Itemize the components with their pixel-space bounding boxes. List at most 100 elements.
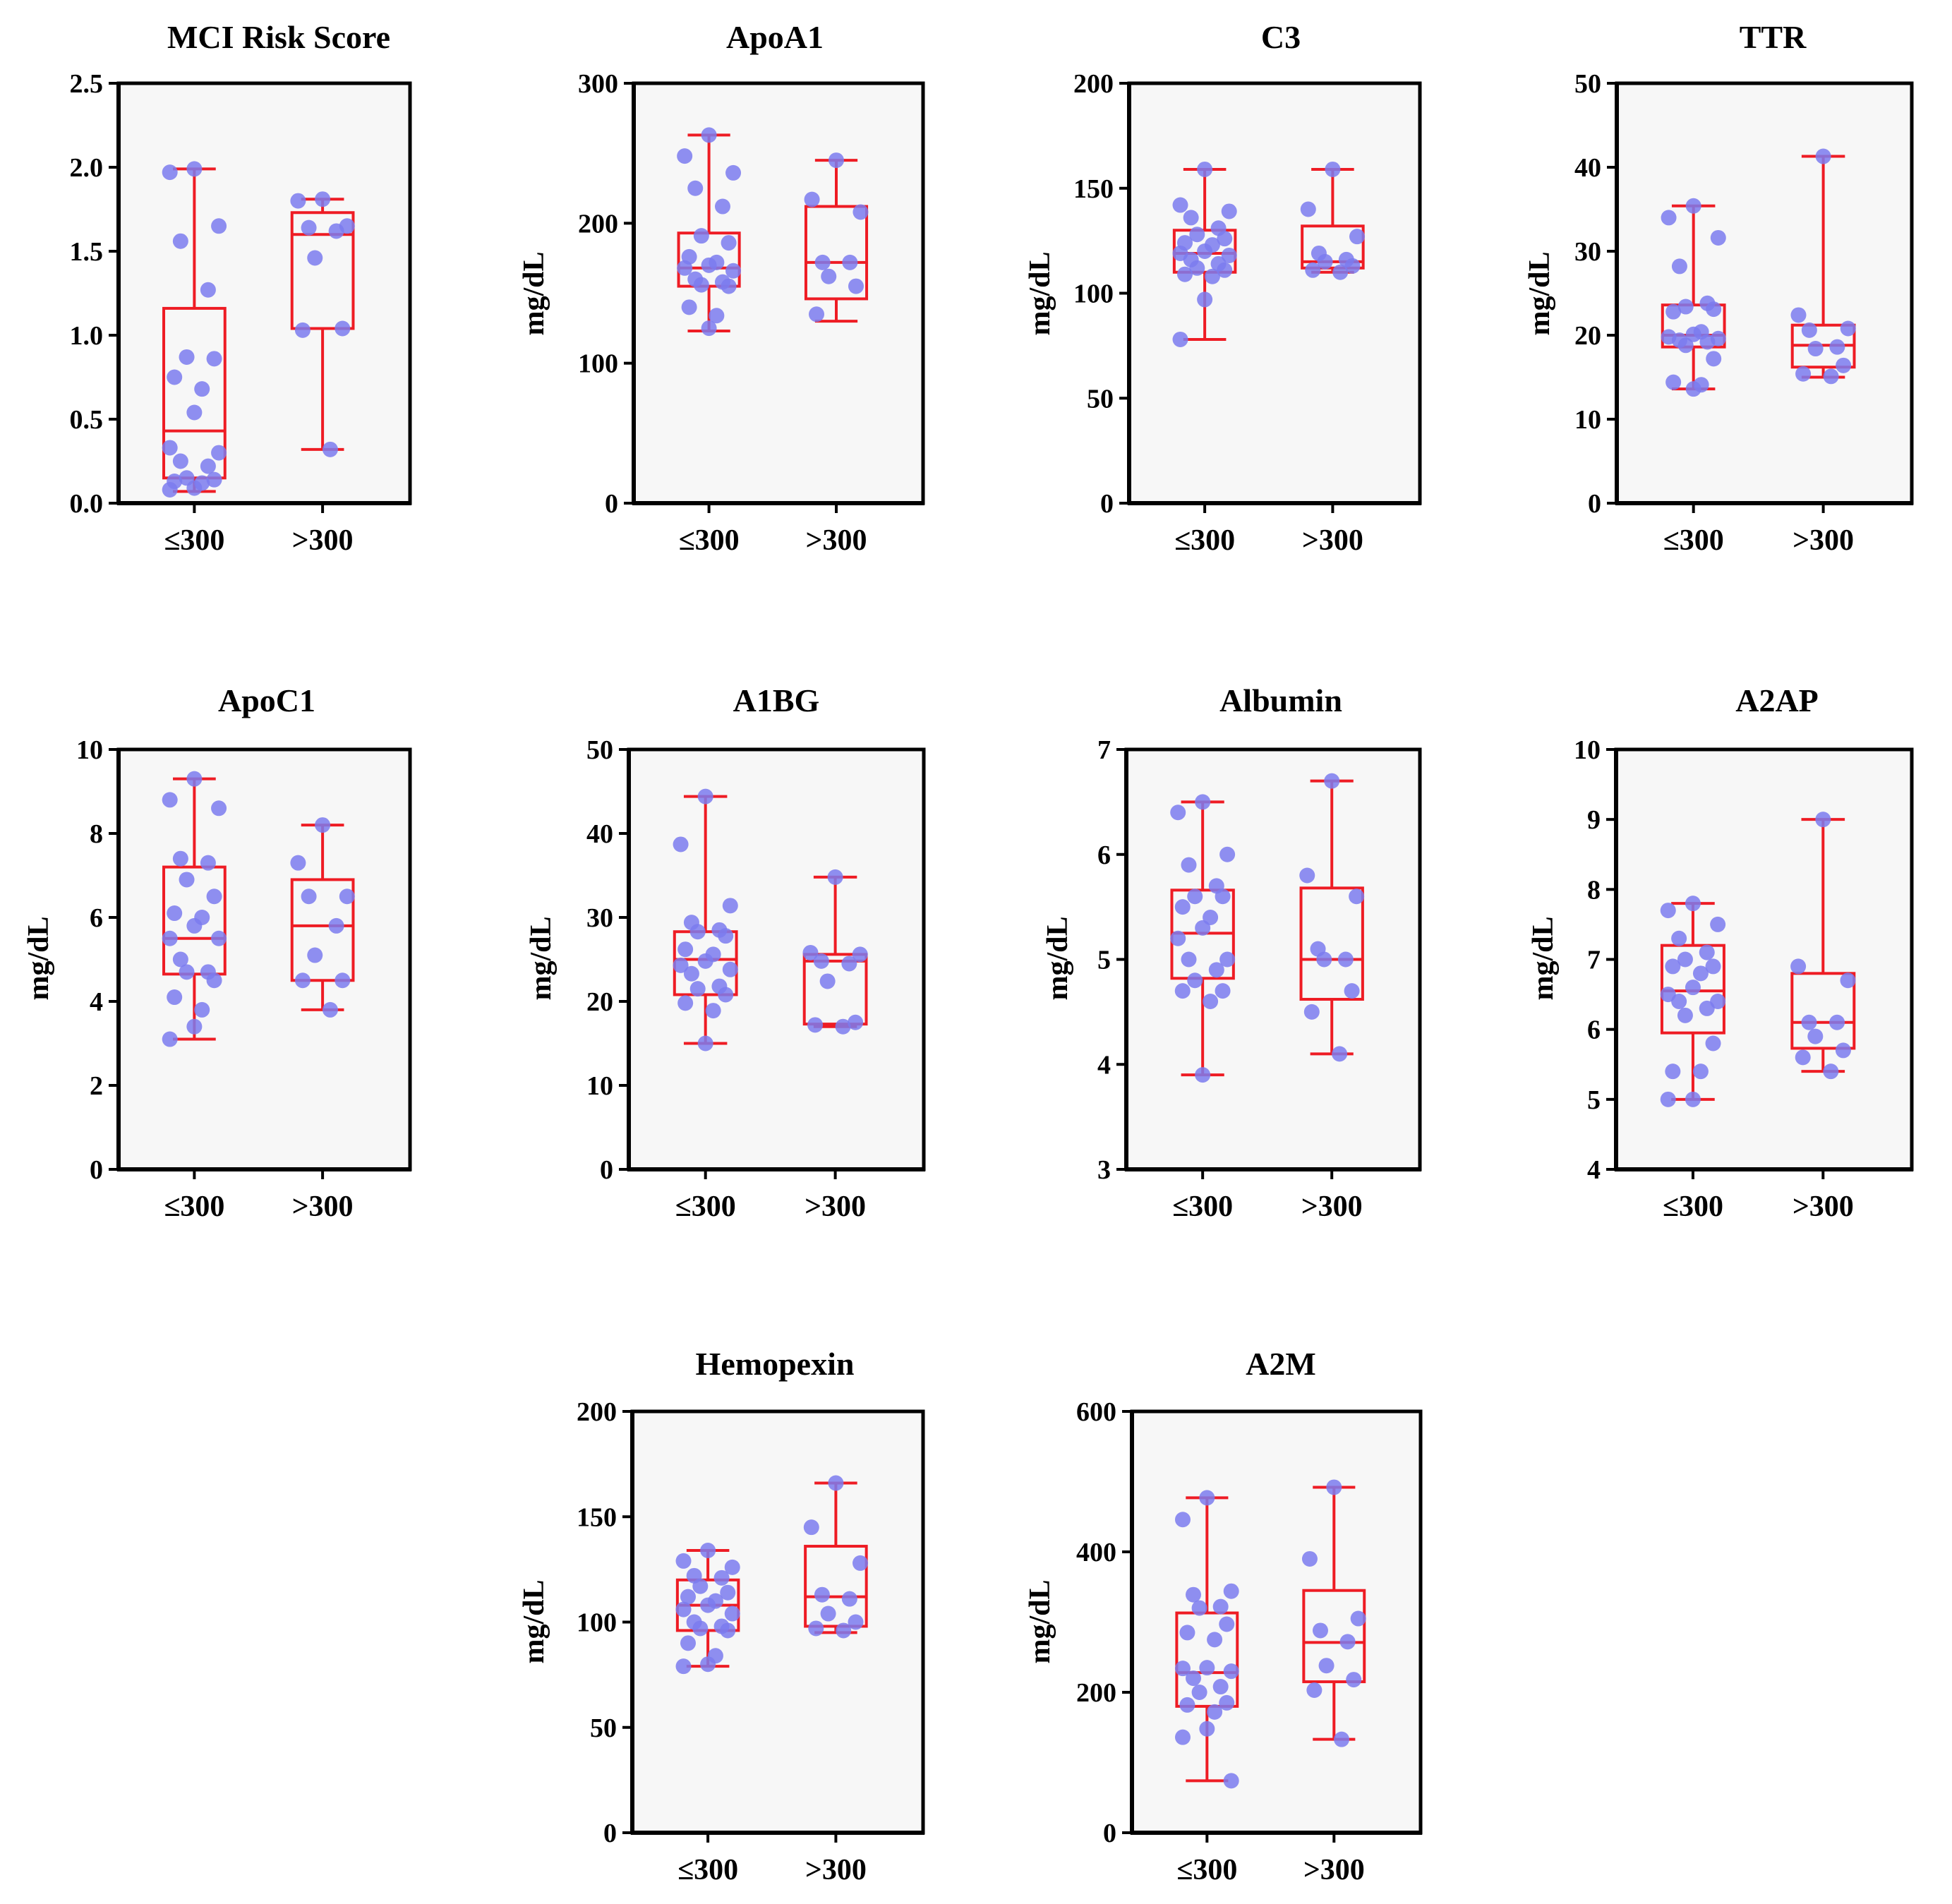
data-point [1325,161,1341,177]
y-tick-label: 0 [605,489,618,519]
data-point [842,254,858,270]
x-tick-label: ≤300 [675,1191,736,1223]
data-point [200,855,216,871]
data-point [1197,291,1213,308]
data-point [1195,920,1211,936]
data-point [1349,229,1366,245]
data-point [206,888,222,905]
x-tick-label: >300 [1793,524,1854,557]
data-point [1801,1014,1817,1030]
box-gt300 [1790,812,1856,1080]
data-point [852,946,868,963]
box-iqr [1302,1589,1366,1684]
y-tick-label: 10 [1574,405,1601,435]
y-tick-label: 10 [586,1071,613,1101]
data-point [1660,1091,1676,1107]
box-gt300 [803,1475,869,1639]
box-le300 [1661,198,1726,397]
data-point [1174,983,1191,999]
data-point [1217,231,1233,247]
data-point [211,930,227,946]
data-point [167,369,183,385]
y-tick-label: 7 [1587,946,1601,975]
panel-mci-risk-score: MCI Risk Score 0.0 0.5 1.0 1.5 2.0 2.5 ≤300 >30… [70,19,412,557]
data-point [1685,326,1701,342]
y-tick-label: 0 [600,1155,613,1185]
data-point [693,277,709,293]
data-point [1710,916,1726,932]
data-point [1665,958,1681,975]
data-point [701,127,717,143]
data-point [1326,1479,1342,1495]
data-point [1318,1658,1335,1674]
data-point [848,278,864,294]
y-tick-label: 1.0 [70,321,104,351]
box-le300 [1170,794,1236,1083]
data-point [677,995,694,1011]
y-tick-label: 200 [577,1397,617,1427]
data-point [828,1475,844,1491]
panel-title: C3 [1261,19,1301,55]
data-point [1303,1004,1320,1020]
data-point [1665,1064,1681,1080]
panel-title: MCI Risk Score [167,19,390,55]
data-point [802,944,819,960]
data-point [808,1620,824,1637]
box-iqr [162,865,227,976]
box-iqr [290,878,355,982]
y-tick-label: 50 [1087,384,1114,414]
data-point [829,152,844,169]
data-point [200,458,216,474]
y-tick-label: 100 [577,1608,617,1638]
plot-area [634,83,923,503]
y-tick-label: 20 [586,987,613,1017]
data-point [1223,1583,1239,1599]
data-point [814,254,831,270]
data-point [1179,1625,1195,1641]
data-point [1189,260,1205,276]
plot-area [119,749,410,1169]
plot-area [629,749,924,1169]
y-tick-label: 300 [578,69,618,99]
data-point [809,306,825,323]
box-le300 [162,161,227,498]
data-point [1174,1661,1191,1677]
data-point [1215,983,1231,999]
data-point [683,965,699,982]
data-point [697,788,713,805]
data-point [1186,1586,1202,1603]
data-point [162,481,178,498]
data-point [1801,322,1817,338]
data-point [820,1605,836,1622]
x-tick-label: ≤300 [1172,1191,1233,1223]
data-point [675,1553,692,1569]
data-point [853,1555,869,1571]
data-point [718,987,734,1003]
box-gt300 [290,817,355,1018]
box-iqr [290,211,355,330]
data-point [211,218,227,234]
data-point [186,917,203,934]
data-point [1208,962,1224,978]
data-point [701,257,717,273]
y-tick-label: 2 [90,1071,103,1101]
data-point [1191,1600,1207,1616]
data-point [186,161,203,177]
y-tick-label: 6 [1587,1016,1601,1045]
plot-area [632,1411,923,1833]
plot-area [1129,83,1420,503]
data-point [722,898,738,914]
y-tick-label: 200 [1076,1678,1116,1708]
box-iqr [1660,944,1725,1035]
data-point [162,164,178,181]
y-tick-label: 0 [1100,489,1114,519]
box-gt300 [290,191,355,457]
data-point [1661,210,1677,226]
data-point [1212,1598,1229,1615]
data-point [294,972,311,989]
data-point [301,219,317,236]
data-point [1836,357,1852,373]
data-point [697,1035,713,1052]
y-tick-label: 3 [1097,1155,1111,1185]
y-tick-label: 0.5 [70,405,104,435]
